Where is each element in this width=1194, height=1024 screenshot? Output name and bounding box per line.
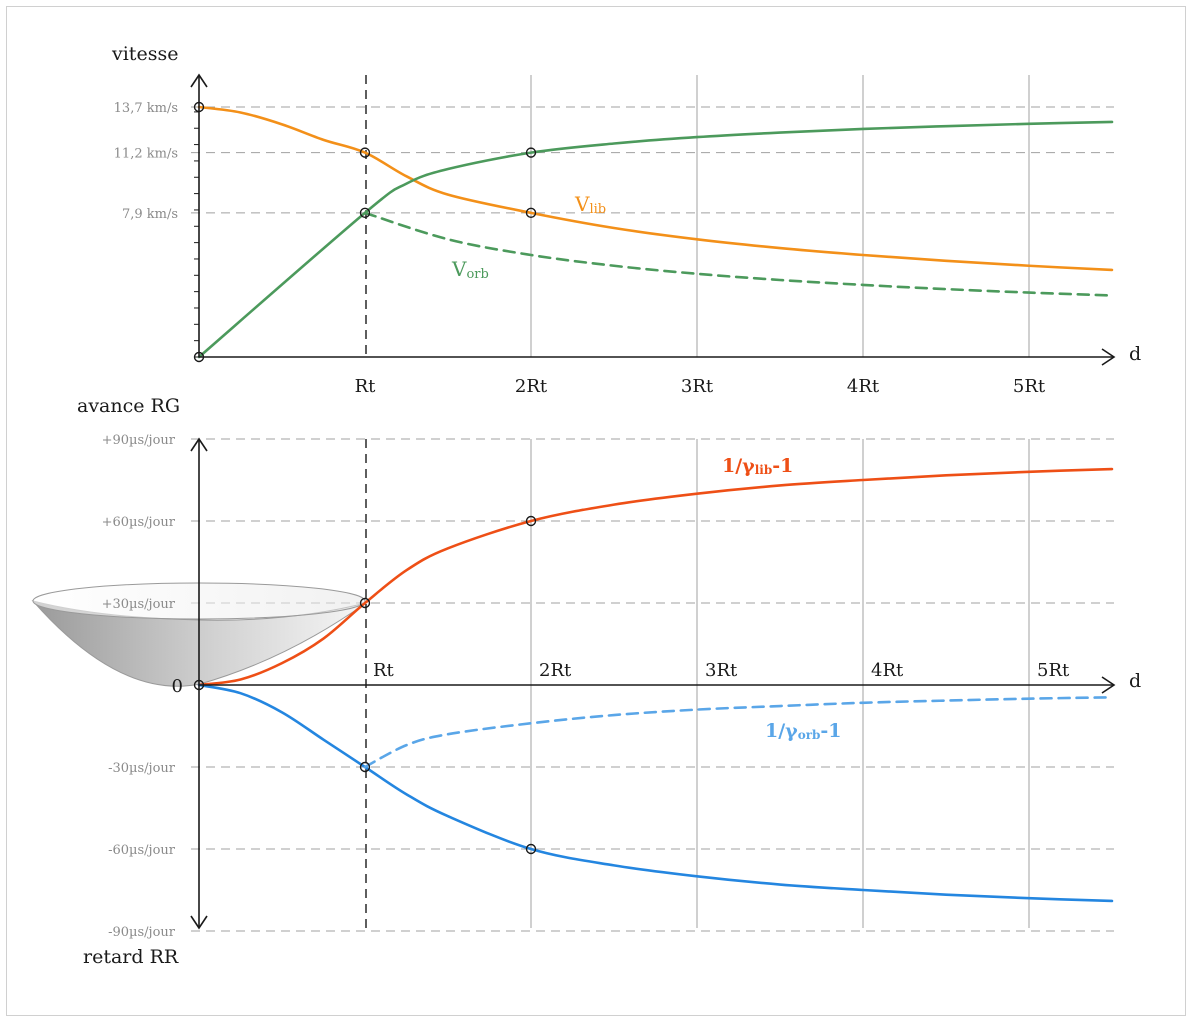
- bottom-data-marker: [359, 761, 371, 773]
- bottom-y-tick-label: +30µs/jour: [102, 597, 176, 612]
- top-x-tick-label: 3Rt: [681, 376, 714, 397]
- top-x-tick-label: 2Rt: [515, 376, 548, 397]
- bottom-y-tick-label: -60µs/jour: [108, 843, 176, 858]
- bottom-series-label: 1/γlib-1: [722, 455, 793, 477]
- top-series-curve: [197, 120, 1114, 359]
- top-y-axis-arrow: [190, 73, 208, 88]
- bottom-series-curve: [363, 696, 1114, 769]
- bottom-ylabel-bottom: retard RR: [83, 946, 179, 968]
- bottom-x-tick-label: 5Rt: [1037, 660, 1070, 681]
- top-data-marker: [525, 207, 537, 219]
- series-label-subscript: orb: [798, 728, 821, 742]
- bottom-data-marker: [525, 843, 537, 855]
- bottom-data-marker: [193, 679, 205, 691]
- top-series-label: Vorb: [451, 257, 489, 282]
- top-y-tick-label: 13,7 km/s: [114, 101, 178, 116]
- bottom-x-tick-label: 4Rt: [871, 660, 904, 681]
- bottom-xlabel: d: [1129, 670, 1141, 692]
- series-label-suffix: -1: [772, 455, 793, 477]
- top-data-marker: [193, 351, 205, 363]
- top-data-marker: [525, 147, 537, 158]
- series-label-main: 1/γ: [722, 455, 755, 477]
- bottom-series-label: 1/γorb-1: [765, 720, 842, 742]
- top-series-curve: [363, 211, 1114, 297]
- top-data-marker: [359, 147, 371, 158]
- bottom-series-curve: [197, 467, 1114, 687]
- series-label-main: 1/γ: [765, 720, 798, 742]
- top-series-label: Vlib: [574, 192, 606, 217]
- series-label-main: V: [574, 192, 590, 216]
- figure-frame: [6, 6, 1186, 1016]
- bottom-y-axis-arrow: [190, 437, 208, 452]
- top-data-marker: [193, 101, 205, 113]
- bottom-y-tick-label: 0: [172, 676, 183, 697]
- series-label-subscript: lib: [755, 463, 773, 477]
- bottom-series-curve: [197, 683, 1114, 903]
- top-y-tick-label: 11,2 km/s: [114, 147, 178, 162]
- top-x-tick-label: Rt: [355, 376, 377, 397]
- bottom-x-tick-label: Rt: [373, 660, 395, 681]
- top-y-tick-label: 7,9 km/s: [122, 207, 178, 222]
- top-data-marker: [359, 207, 371, 219]
- series-label-subscript: orb: [466, 267, 488, 282]
- bottom-y-tick-label: -30µs/jour: [108, 761, 176, 776]
- top-xlabel: d: [1129, 343, 1141, 365]
- bottom-x-axis-arrow: [1101, 676, 1116, 694]
- bottom-y-tick-label: -90µs/jour: [108, 925, 176, 940]
- bottom-y-tick-label: +60µs/jour: [102, 515, 176, 530]
- bottom-y-tick-label: +90µs/jour: [102, 433, 176, 448]
- bottom-ylabel-top: avance RG: [77, 395, 180, 417]
- top-x-tick-label: 4Rt: [847, 376, 880, 397]
- bottom-x-tick-label: 2Rt: [539, 660, 572, 681]
- top-ylabel: vitesse: [111, 43, 178, 65]
- series-label-suffix: -1: [820, 720, 841, 742]
- bottom-data-marker: [525, 515, 537, 527]
- bottom-data-marker: [359, 597, 371, 609]
- series-label-main: V: [451, 257, 467, 281]
- top-x-tick-label: 5Rt: [1013, 376, 1046, 397]
- series-label-subscript: lib: [589, 202, 606, 217]
- top-x-axis-arrow: [1101, 348, 1116, 366]
- top-series-curve: [197, 105, 1114, 272]
- bottom-x-tick-label: 3Rt: [705, 660, 738, 681]
- bottom-y-axis-arrow-down: [190, 915, 208, 930]
